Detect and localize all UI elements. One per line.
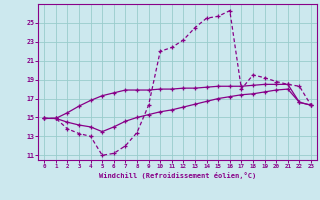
X-axis label: Windchill (Refroidissement éolien,°C): Windchill (Refroidissement éolien,°C) xyxy=(99,172,256,179)
